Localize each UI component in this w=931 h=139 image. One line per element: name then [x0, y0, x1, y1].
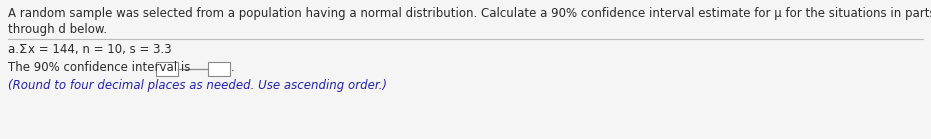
Text: through d below.: through d below. [8, 23, 107, 36]
Text: x = 144, n = 10, s = 3.3: x = 144, n = 10, s = 3.3 [28, 43, 171, 56]
Text: .: . [231, 61, 235, 74]
Text: Σ: Σ [19, 43, 27, 56]
Text: (Round to four decimal places as needed. Use ascending order.): (Round to four decimal places as needed.… [8, 79, 387, 92]
Text: A random sample was selected from a population having a normal distribution. Cal: A random sample was selected from a popu… [8, 7, 931, 20]
Text: The 90% confidence interval is: The 90% confidence interval is [8, 61, 195, 74]
Text: a.: a. [8, 43, 22, 56]
Bar [156, 62, 178, 76]
Bar [208, 62, 230, 76]
